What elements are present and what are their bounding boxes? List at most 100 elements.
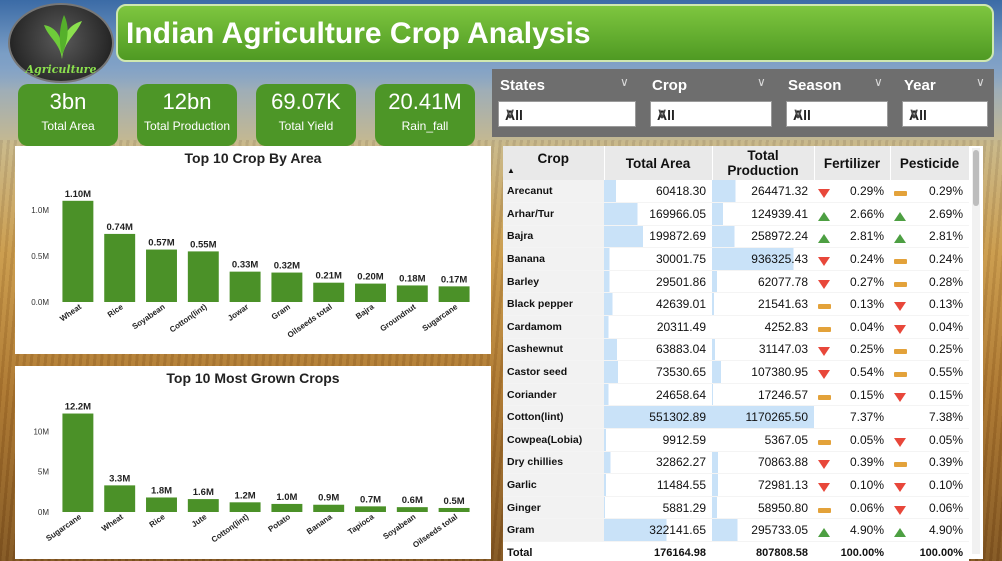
category-label: Banana [305,512,334,536]
pesticide-value: 0.05% [928,432,963,447]
table-row[interactable]: Cashewnut 63883.04 31147.03 0.25% 0.25% [503,338,969,362]
sort-ascending-icon[interactable]: ▲ [507,166,515,175]
table-row[interactable]: Banana 30001.75 936325.43 0.24% 0.24% [503,247,969,271]
kpi-label: Total Production [143,119,231,133]
dropdown-value: All [909,107,927,123]
cell-area: 42639.01 [604,292,712,317]
bar-potato[interactable] [271,503,303,512]
chart-title: Top 10 Crop By Area [184,150,322,166]
bar-wheat[interactable] [104,485,136,512]
table-scrollbar[interactable] [972,148,980,554]
bar-sugarcane[interactable] [62,413,94,512]
y-tick-label: 0.5M [31,252,49,261]
column-header-production[interactable]: Total Production [712,146,815,180]
chevron-down-icon[interactable]: ∨ [757,75,766,89]
kpi-indicator-icon [818,483,830,493]
category-label: Jute [190,512,209,529]
column-header-crop[interactable]: Crop ▲ [503,146,605,180]
category-label: Groundnut [378,302,417,333]
chevron-down-icon[interactable]: ∨ [620,75,629,89]
table-row[interactable]: Dry chillies 32862.27 70863.88 0.39% 0.39% [503,451,969,475]
bar-banana[interactable] [313,504,345,512]
bar-jowar[interactable] [229,271,261,302]
pesticide-value: 0.39% [928,455,963,470]
pesticide-value: 0.29% [928,184,963,199]
cell-pesticide: 0.55% [890,360,969,384]
table-row[interactable]: Garlic 11484.55 72981.13 0.10% 0.10% [503,473,969,497]
table-row[interactable]: Cowpea(Lobia) 9912.59 5367.05 0.05% 0.05% [503,428,969,452]
chevron-down-icon[interactable]: ∨ [976,75,985,89]
kpi-indicator-icon [818,234,830,244]
table-row[interactable]: Arhar/Tur 169966.05 124939.41 2.66% 2.69% [503,202,969,226]
bar-jute[interactable] [187,499,219,512]
kpi-indicator-icon [818,507,831,513]
chart-top-crop-by-area: Top 10 Crop By Area 0.0M 0.5M 1.0M 1.10M Whe… [15,146,491,354]
kpi-indicator-icon [894,437,906,447]
column-header-area[interactable]: Total Area [604,146,713,180]
kpi-indicator-icon [894,191,907,197]
cell-production: 21541.63 [712,292,814,317]
cell-area: 73530.65 [604,360,712,384]
y-tick-label: 1.0M [31,206,49,215]
bar-oilseeds-total[interactable] [313,282,345,302]
kpi-indicator-icon [818,279,830,289]
data-label: 0.18M [399,273,425,284]
kpi-value: 69.07K [271,89,341,114]
bar-wheat[interactable] [62,200,94,302]
scrollbar-thumb[interactable] [973,150,979,206]
fertilizer-value: 4.90% [849,523,884,538]
table-row[interactable]: Gram 322141.65 295733.05 4.90% 4.90% [503,518,969,542]
bar-soyabean[interactable] [396,507,428,512]
table-row[interactable]: Castor seed 73530.65 107380.95 0.54% 0.55% [503,360,969,384]
table-row[interactable]: Barley 29501.86 62077.78 0.27% 0.28% [503,270,969,294]
cell-crop: Bajra [503,225,604,249]
bar-gram[interactable] [271,272,303,302]
cell-pesticide: 0.13% [890,292,969,317]
kpi-indicator-icon [818,394,831,400]
bar-cotton-lint-[interactable] [229,502,261,512]
states-dropdown[interactable]: All ∨ [498,101,636,127]
crop-dropdown[interactable]: All ∨ [650,101,772,127]
cell-crop: Castor seed [503,360,604,384]
bar-groundnut[interactable] [396,285,428,302]
category-label: Soyabean [381,512,417,541]
table-row[interactable]: Bajra 199872.69 258972.24 2.81% 2.81% [503,225,969,249]
bar-bajra[interactable] [355,283,386,302]
column-header-pesticide[interactable]: Pesticide [890,146,970,180]
data-label: 3.3M [109,473,130,484]
bar-tapioca[interactable] [355,506,386,512]
table-row[interactable]: Cotton(lint) 551302.89 1170265.50 7.37% 7.38… [503,405,969,430]
cell-production: 72981.13 [712,473,814,497]
data-label: 0.74M [106,222,132,233]
season-dropdown[interactable]: All ∨ [786,101,888,127]
category-label: Wheat [100,512,125,533]
table-row[interactable]: Arecanut 60418.30 264471.32 0.29% 0.29% [503,180,969,204]
category-label: Cotton(lint) [168,302,209,334]
kpi-indicator-icon [894,462,907,468]
bar-rice[interactable] [104,233,136,302]
chevron-down-icon: ∨ [505,105,516,121]
kpi-indicator-icon [894,259,907,265]
cell-crop: Garlic [503,473,604,497]
bar-cotton-lint-[interactable] [187,251,219,302]
table-row[interactable]: Ginger 5881.29 58950.80 0.06% 0.06% [503,496,969,520]
table-row[interactable]: Cardamom 20311.49 4252.83 0.04% 0.04% [503,315,969,339]
bar-rice[interactable] [146,497,177,512]
table-row[interactable]: Black pepper 42639.01 21541.63 0.13% 0.13% [503,292,969,317]
bar-oilseeds-total[interactable] [438,507,470,512]
cell-crop: Banana [503,247,604,271]
bar-sugarcane[interactable] [438,286,470,302]
cell-area: 29501.86 [604,270,712,294]
cell-crop: Cardamom [503,315,604,339]
filter-crop: Crop ∨ All ∨ [644,69,778,137]
cell-area: 63883.04 [604,338,712,362]
table-row[interactable]: Coriander 24658.64 17246.57 0.15% 0.15% [503,383,969,407]
pesticide-value: 0.10% [928,478,963,493]
column-header-fertilizer[interactable]: Fertilizer [814,146,891,180]
filter-season: Season ∨ All ∨ [780,69,892,137]
chart-title: Top 10 Most Grown Crops [166,370,340,386]
chevron-down-icon[interactable]: ∨ [874,75,883,89]
bar-soyabean[interactable] [146,249,177,302]
year-dropdown[interactable]: All ∨ [902,101,988,127]
header-label: Crop [537,151,570,166]
